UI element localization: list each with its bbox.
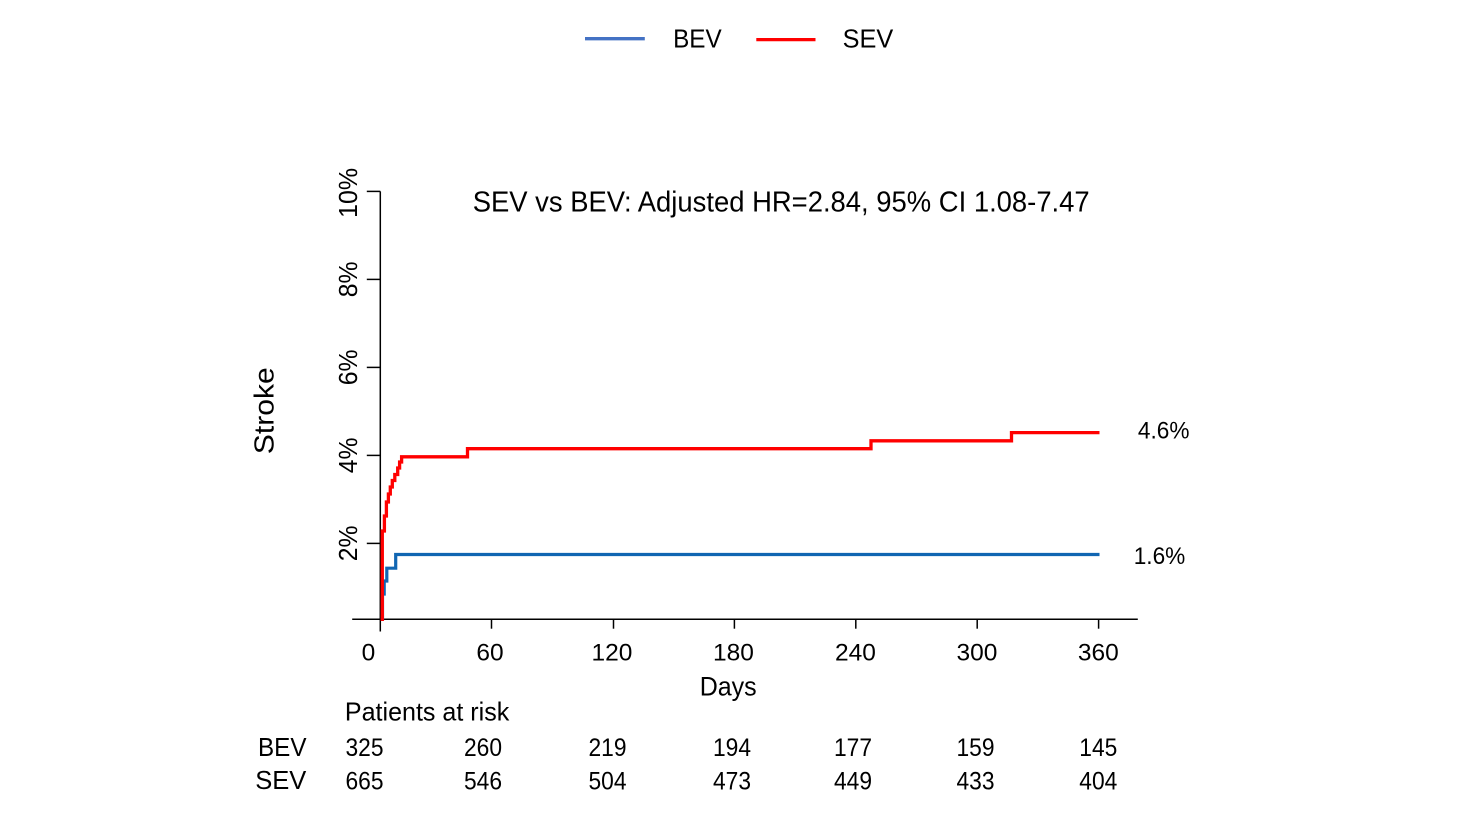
svg-text:325: 325 (346, 734, 384, 762)
svg-text:504: 504 (589, 767, 627, 795)
svg-text:Days: Days (700, 671, 757, 701)
svg-text:546: 546 (464, 767, 502, 795)
svg-text:SEV: SEV (843, 23, 894, 53)
svg-text:240: 240 (835, 639, 876, 666)
svg-text:SEV vs BEV: Adjusted HR=2.84,: SEV vs BEV: Adjusted HR=2.84, 95% CI 1.0… (473, 187, 1090, 219)
svg-text:8%: 8% (333, 262, 363, 298)
svg-text:665: 665 (346, 767, 384, 795)
svg-text:60: 60 (476, 639, 503, 666)
svg-text:360: 360 (1078, 639, 1119, 666)
svg-text:4%: 4% (333, 438, 363, 474)
svg-text:300: 300 (957, 639, 998, 666)
svg-text:1.6%: 1.6% (1134, 543, 1186, 570)
svg-text:BEV: BEV (258, 734, 307, 762)
svg-text:0: 0 (362, 639, 376, 666)
svg-text:SEV: SEV (255, 767, 307, 795)
svg-text:449: 449 (834, 767, 872, 795)
svg-text:Patients at risk: Patients at risk (345, 699, 509, 727)
svg-text:Stroke: Stroke (249, 367, 280, 454)
svg-text:BEV: BEV (673, 23, 722, 53)
svg-text:177: 177 (834, 734, 872, 762)
svg-text:6%: 6% (333, 350, 363, 386)
svg-text:194: 194 (713, 734, 751, 762)
svg-text:10%: 10% (333, 168, 363, 218)
svg-text:145: 145 (1079, 734, 1117, 762)
svg-text:2%: 2% (333, 526, 363, 562)
svg-text:159: 159 (957, 734, 995, 762)
svg-text:473: 473 (713, 767, 751, 795)
svg-text:4.6%: 4.6% (1138, 418, 1190, 445)
svg-text:260: 260 (464, 734, 502, 762)
svg-text:404: 404 (1079, 767, 1117, 795)
svg-text:120: 120 (592, 639, 633, 666)
svg-text:219: 219 (589, 734, 627, 762)
svg-text:433: 433 (957, 767, 995, 795)
svg-text:180: 180 (713, 639, 754, 666)
